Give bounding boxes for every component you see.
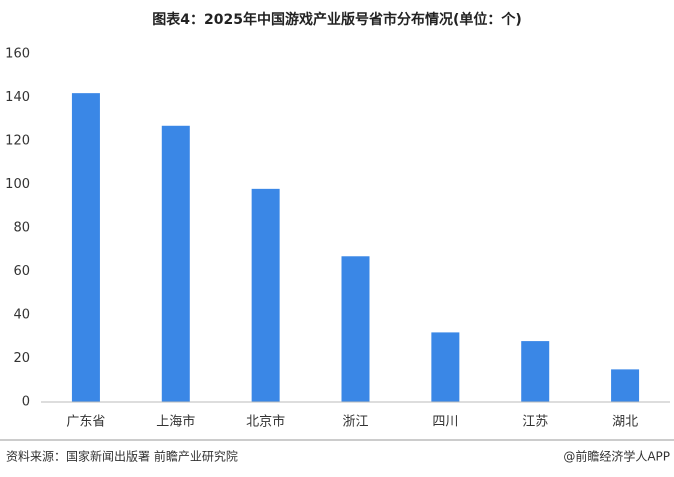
x-tick-label: 北京市 — [246, 414, 285, 430]
x-tick-label: 江苏 — [522, 414, 548, 430]
x-tick-label: 广东省 — [66, 415, 105, 430]
bar — [611, 369, 640, 402]
x-tick-label: 上海市 — [156, 414, 195, 430]
credit: @前瞻经济学人APP — [563, 449, 670, 464]
chart-title: 图表4：2025年中国游戏产业版号省市分布情况(单位：个) — [152, 11, 522, 28]
y-tick-label: 160 — [5, 47, 30, 62]
bar — [161, 125, 190, 403]
y-tick-label: 60 — [13, 264, 30, 279]
x-tick-label: 湖北 — [612, 415, 638, 430]
bar — [521, 341, 550, 402]
bar — [431, 332, 460, 402]
y-tick-label: 120 — [5, 134, 30, 149]
y-tick-label: 140 — [5, 90, 30, 105]
source: 资料来源：国家新闻出版署 前瞻产业研究院 — [6, 449, 238, 464]
y-tick-label: 0 — [22, 395, 30, 410]
x-tick-label: 浙江 — [342, 415, 368, 430]
bar — [71, 93, 100, 403]
x-tick-label: 四川 — [432, 415, 458, 430]
y-tick-label: 80 — [13, 221, 30, 236]
bar — [341, 256, 370, 402]
y-tick-label: 100 — [5, 177, 30, 192]
y-tick-label: 20 — [13, 351, 30, 366]
bar — [251, 188, 280, 402]
y-tick-label: 40 — [13, 308, 30, 323]
